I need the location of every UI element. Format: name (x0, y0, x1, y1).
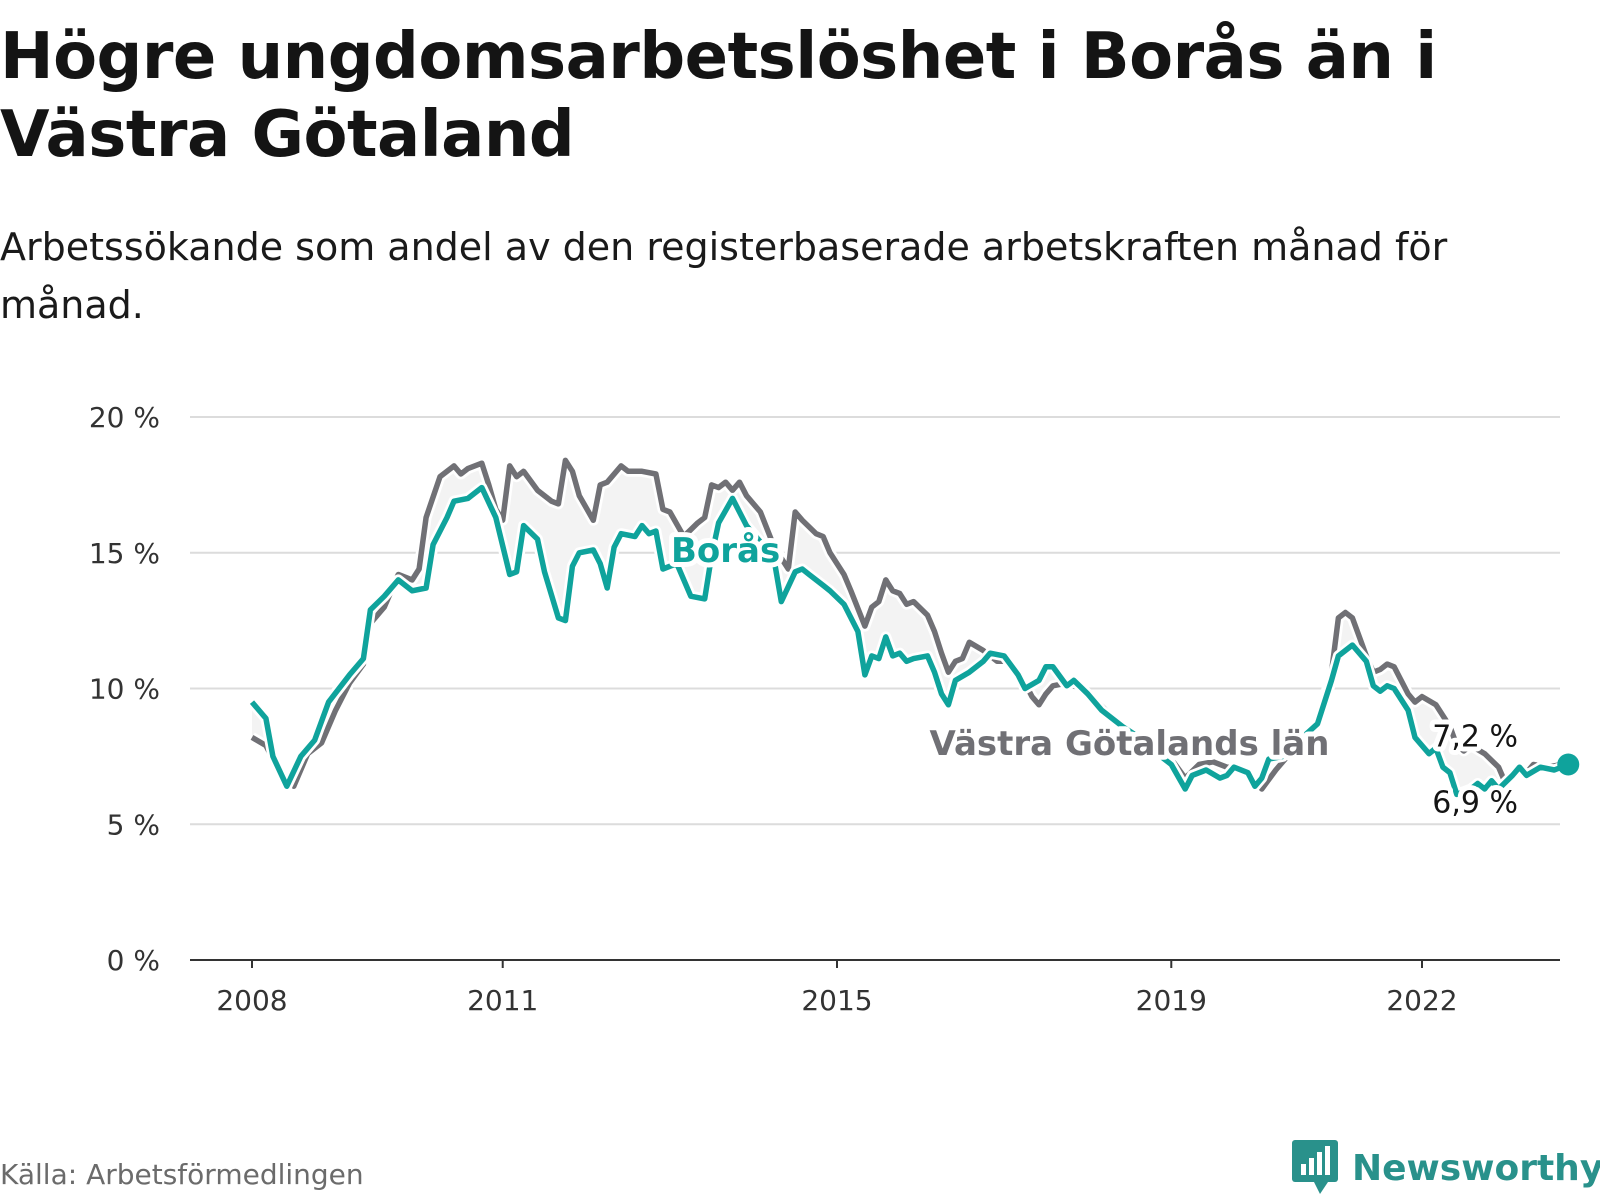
y-tick-label: 0 % (107, 944, 160, 977)
difference-band-area (252, 460, 1569, 795)
x-tick-label: 2015 (801, 984, 872, 1017)
y-tick-label: 15 % (89, 537, 160, 570)
page-subtitle: Arbetssökande som andel av den registerb… (0, 225, 1448, 327)
series-label-boras: Borås (671, 531, 780, 571)
x-tick-label: 2008 (216, 984, 287, 1017)
labels: Borås Västra Götalands län 7,2 % 6,9 % (666, 526, 1580, 826)
series-boras-line (249, 484, 1570, 798)
newsworthy-logo: Newsworthy (1292, 1140, 1600, 1196)
line-chart: 0 %5 %10 %15 %20 % 2008 2011 2015 2019 2022 … (89, 401, 1580, 1017)
series-label-vg: Västra Götalands län (930, 724, 1330, 764)
x-axis: 2008 2011 2015 2019 2022 (190, 959, 1560, 1017)
source-note: Källa: Arbetsförmedlingen (0, 1158, 364, 1191)
x-tick-label: 2022 (1386, 984, 1457, 1017)
end-value-label-vg: 6,9 % (1432, 786, 1518, 821)
y-tick-label: 5 % (107, 808, 160, 841)
page-title: Högre ungdomsarbetslöshet i Borås än i V… (0, 20, 1437, 172)
x-tick-label: 2011 (467, 984, 538, 1017)
end-value-label-boras: 7,2 % (1432, 720, 1518, 755)
newsworthy-wordmark: Newsworthy (1352, 1147, 1600, 1189)
gridlines: 0 % 5 % 10 % 15 % 20 % (89, 401, 1560, 977)
difference-band (252, 460, 1569, 795)
series-boras (249, 484, 1570, 798)
newsworthy-chat-bars-icon (1292, 1140, 1338, 1194)
boras-end-marker (1557, 753, 1580, 776)
y-tick-label: 20 % (89, 401, 160, 434)
y-tick-label: 10 % (89, 673, 160, 706)
x-tick-label: 2019 (1136, 984, 1207, 1017)
